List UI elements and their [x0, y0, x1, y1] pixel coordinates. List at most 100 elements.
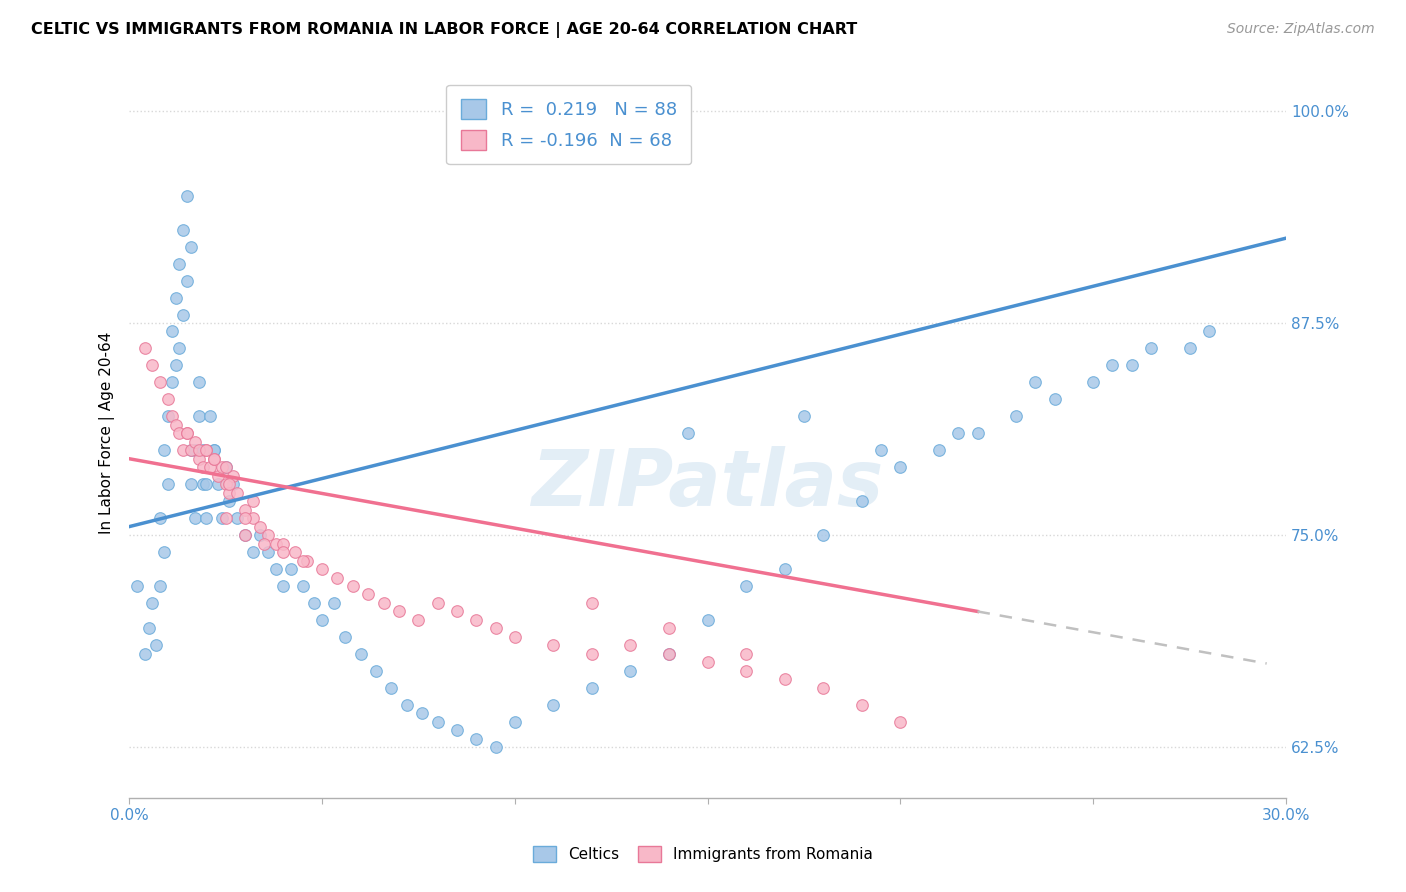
Point	[195, 511, 218, 525]
Point	[191, 443, 214, 458]
Point	[311, 613, 333, 627]
Y-axis label: In Labor Force | Age 20-64: In Labor Force | Age 20-64	[100, 332, 115, 534]
Point	[242, 494, 264, 508]
Point	[165, 417, 187, 432]
Point	[357, 587, 380, 601]
Point	[1121, 359, 1143, 373]
Point	[280, 562, 302, 576]
Point	[242, 545, 264, 559]
Point	[195, 443, 218, 458]
Point	[408, 613, 430, 627]
Point	[184, 434, 207, 449]
Point	[184, 443, 207, 458]
Point	[153, 545, 176, 559]
Point	[581, 596, 603, 610]
Legend: Celtics, Immigrants from Romania: Celtics, Immigrants from Romania	[527, 840, 879, 868]
Point	[153, 443, 176, 458]
Point	[202, 451, 225, 466]
Point	[465, 731, 488, 746]
Point	[658, 621, 681, 635]
Point	[180, 240, 202, 254]
Point	[793, 409, 815, 424]
Point	[214, 511, 236, 525]
Point	[735, 647, 758, 661]
Point	[851, 698, 873, 712]
Point	[233, 528, 256, 542]
Point	[696, 656, 718, 670]
Point	[813, 528, 835, 542]
Point	[176, 426, 198, 441]
Text: ZIPatlas: ZIPatlas	[531, 446, 884, 523]
Point	[176, 274, 198, 288]
Point	[202, 443, 225, 458]
Point	[619, 664, 641, 678]
Point	[465, 613, 488, 627]
Point	[295, 553, 318, 567]
Point	[284, 545, 307, 559]
Point	[134, 342, 156, 356]
Point	[145, 639, 167, 653]
Point	[187, 451, 209, 466]
Point	[156, 392, 179, 407]
Point	[160, 409, 183, 424]
Point	[658, 647, 681, 661]
Point	[218, 485, 240, 500]
Point	[503, 630, 526, 644]
Point	[176, 188, 198, 202]
Point	[257, 545, 280, 559]
Point	[200, 460, 222, 475]
Point	[426, 714, 449, 729]
Point	[160, 376, 183, 390]
Point	[125, 579, 148, 593]
Point	[735, 579, 758, 593]
Point	[870, 443, 893, 458]
Point	[1024, 376, 1046, 390]
Point	[195, 443, 218, 458]
Point	[218, 494, 240, 508]
Text: Source: ZipAtlas.com: Source: ZipAtlas.com	[1227, 22, 1375, 37]
Text: CELTIC VS IMMIGRANTS FROM ROMANIA IN LABOR FORCE | AGE 20-64 CORRELATION CHART: CELTIC VS IMMIGRANTS FROM ROMANIA IN LAB…	[31, 22, 858, 38]
Point	[889, 460, 911, 475]
Point	[149, 511, 172, 525]
Point	[735, 664, 758, 678]
Point	[373, 596, 395, 610]
Point	[165, 291, 187, 305]
Point	[249, 519, 271, 533]
Point	[184, 511, 207, 525]
Point	[233, 502, 256, 516]
Point	[218, 477, 240, 491]
Point	[291, 553, 314, 567]
Point	[226, 511, 249, 525]
Point	[211, 460, 233, 475]
Point	[207, 477, 229, 491]
Point	[446, 723, 468, 738]
Point	[1101, 359, 1123, 373]
Point	[257, 528, 280, 542]
Point	[165, 359, 187, 373]
Point	[380, 681, 402, 695]
Point	[273, 536, 295, 550]
Point	[273, 579, 295, 593]
Point	[395, 698, 418, 712]
Point	[326, 570, 349, 584]
Point	[253, 536, 276, 550]
Point	[214, 477, 236, 491]
Point	[200, 409, 222, 424]
Point	[156, 477, 179, 491]
Point	[180, 477, 202, 491]
Point	[446, 604, 468, 618]
Point	[484, 621, 506, 635]
Point	[678, 426, 700, 441]
Point	[273, 545, 295, 559]
Point	[813, 681, 835, 695]
Point	[349, 647, 371, 661]
Point	[187, 376, 209, 390]
Point	[187, 443, 209, 458]
Point	[264, 536, 287, 550]
Point	[543, 698, 565, 712]
Point	[889, 714, 911, 729]
Point	[211, 511, 233, 525]
Point	[1005, 409, 1028, 424]
Point	[364, 664, 387, 678]
Legend: R =  0.219   N = 88, R = -0.196  N = 68: R = 0.219 N = 88, R = -0.196 N = 68	[447, 85, 692, 164]
